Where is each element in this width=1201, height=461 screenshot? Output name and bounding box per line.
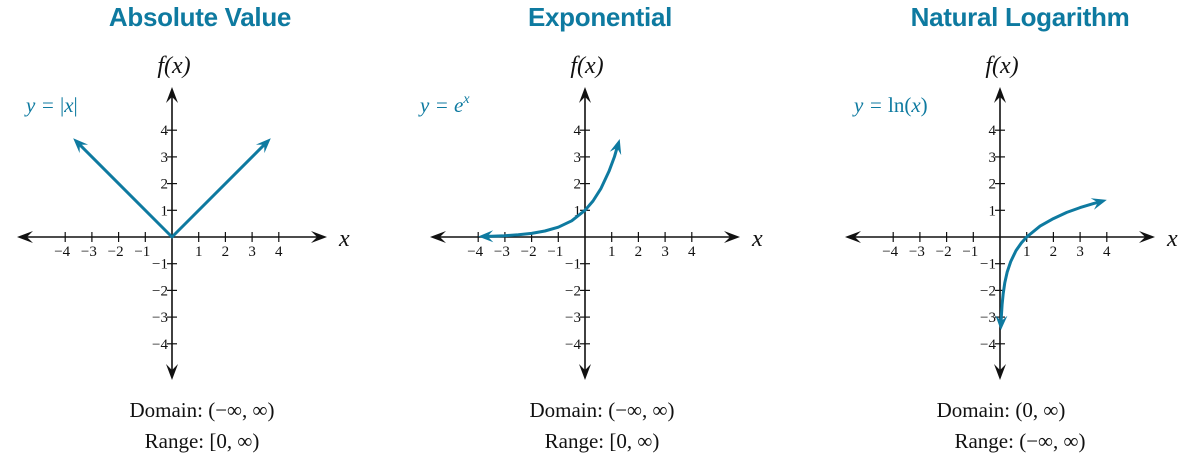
x-axis-arrow-right xyxy=(1139,231,1155,243)
x-axis-arrow-right xyxy=(724,231,740,243)
y-tick-label: 4 xyxy=(161,123,169,139)
chart-plot-natural-logarithm: −4 −3 −2 −1 1 2 3 4 4 3 2 1 −1 −2 −3 −4 x f(x) y = ln(x) xyxy=(845,53,1178,380)
x-tick-label: −4 xyxy=(54,244,70,260)
y-axis-arrow-up xyxy=(579,87,591,103)
y-tick-label: 3 xyxy=(989,150,997,166)
x-tick-label: 3 xyxy=(661,244,669,260)
x-tick-label: 4 xyxy=(275,244,283,260)
y-tick-label: −2 xyxy=(152,283,168,299)
x-tick-label: 3 xyxy=(1076,244,1084,260)
x-tick-label: −4 xyxy=(882,244,898,260)
y-tick-label: −3 xyxy=(152,310,168,326)
y-tick-label: 3 xyxy=(574,150,582,166)
x-tick-label: 2 xyxy=(635,244,643,260)
y-axis-arrow-up xyxy=(994,87,1006,103)
chart-panel-absolute-value: Absolute Value −4 −3 −2 −1 1 2 3 4 4 3 2 1 −1 −2 −3 −4 x… xyxy=(0,0,400,461)
x-tick-label: −3 xyxy=(909,244,925,260)
x-axis-arrow-left xyxy=(17,231,33,243)
x-tick-label: 1 xyxy=(1023,244,1030,260)
x-axis-title: x xyxy=(751,226,763,252)
series-0 xyxy=(73,138,271,239)
y-tick-label: −1 xyxy=(980,257,996,273)
series-arrow-end xyxy=(609,139,622,156)
series-arrow-start xyxy=(478,230,494,243)
x-tick-label: −3 xyxy=(494,244,510,260)
chart-plot-exponential: −4 −3 −2 −1 1 2 3 4 4 3 2 1 −1 −2 −3 −4 x f(x) y = ex xyxy=(418,53,763,380)
series-arrow-start xyxy=(73,138,89,154)
y-axis-title: f(x) xyxy=(570,53,603,79)
x-tick-label: −4 xyxy=(467,244,483,260)
chart-title: Exponential xyxy=(527,2,673,32)
x-tick-label: 4 xyxy=(688,244,696,260)
y-tick-label: 4 xyxy=(574,123,582,139)
chart-panel-exponential: Exponential −4 −3 −2 −1 1 2 3 4 4 3 2 1 −1 −2 −3 −4 x f(x… xyxy=(400,0,800,461)
axes: −4 −3 −2 −1 1 2 3 4 4 3 2 1 −1 −2 −3 −4 xyxy=(845,87,1155,380)
x-axis-title: x xyxy=(338,226,350,252)
y-axis-title: f(x) xyxy=(985,53,1018,79)
x-tick-label: 2 xyxy=(1050,244,1058,260)
series-line xyxy=(999,200,1099,322)
x-tick-label: 1 xyxy=(608,244,616,260)
range-caption: Range: [0, ∞) xyxy=(144,429,260,453)
chart-panel-natural-logarithm: Natural Logarithm −4 −3 −2 −1 1 2 3 4 4 3 2 1 −1 −2 −3… xyxy=(800,0,1200,461)
y-tick-label: 2 xyxy=(161,177,169,193)
function-label: y = ex xyxy=(418,92,470,117)
function-label: y = ln(x) xyxy=(852,93,928,117)
y-tick-label: −4 xyxy=(980,337,996,353)
x-axis-arrow-left xyxy=(845,231,861,243)
y-tick-label: 1 xyxy=(574,203,582,219)
x-axis-arrow-left xyxy=(430,231,446,243)
y-tick-label: 2 xyxy=(989,177,997,193)
x-tick-label: −1 xyxy=(547,244,563,260)
x-tick-label: 1 xyxy=(195,244,203,260)
y-axis-title: f(x) xyxy=(157,53,190,79)
x-tick-label: −1 xyxy=(962,244,978,260)
x-tick-label: −2 xyxy=(108,244,124,260)
y-tick-label: −1 xyxy=(565,257,581,273)
axes: −4 −3 −2 −1 1 2 3 4 4 3 2 1 −1 −2 −3 −4 xyxy=(17,87,327,380)
y-tick-label: 1 xyxy=(161,203,169,219)
x-tick-label: 2 xyxy=(222,244,230,260)
y-tick-label: −2 xyxy=(980,283,996,299)
y-tick-label: −3 xyxy=(980,310,996,326)
y-tick-label: −4 xyxy=(565,337,581,353)
x-tick-label: −3 xyxy=(81,244,97,260)
range-caption: Range: (−∞, ∞) xyxy=(954,429,1086,453)
series-arrow-end xyxy=(255,138,271,154)
series-line xyxy=(487,147,619,238)
chart-title: Natural Logarithm xyxy=(910,2,1130,32)
y-axis-arrow-down xyxy=(166,364,178,380)
y-tick-label: 2 xyxy=(574,177,582,193)
series-0 xyxy=(995,198,1107,331)
x-tick-label: −2 xyxy=(521,244,537,260)
x-tick-label: 3 xyxy=(248,244,256,260)
y-axis-arrow-down xyxy=(579,364,591,380)
y-tick-label: −4 xyxy=(152,337,168,353)
y-tick-label: −1 xyxy=(152,257,168,273)
function-label: y = |x| xyxy=(24,93,78,117)
x-axis-arrow-right xyxy=(311,231,327,243)
series-arrow-end xyxy=(1090,198,1107,210)
x-tick-label: 4 xyxy=(1103,244,1111,260)
y-tick-label: 4 xyxy=(989,123,997,139)
axes: −4 −3 −2 −1 1 2 3 4 4 3 2 1 −1 −2 −3 −4 xyxy=(430,87,740,380)
series-0 xyxy=(478,139,622,243)
y-tick-label: −3 xyxy=(565,310,581,326)
y-axis-arrow-down xyxy=(994,364,1006,380)
y-tick-label: 3 xyxy=(161,150,169,166)
x-tick-label: −1 xyxy=(134,244,150,260)
chart-title: Absolute Value xyxy=(108,2,292,32)
y-tick-label: 1 xyxy=(989,203,997,219)
x-axis-title: x xyxy=(1166,226,1178,252)
domain-caption: Domain: (0, ∞) xyxy=(936,398,1066,422)
y-axis-arrow-up xyxy=(166,87,178,103)
chart-plot-absolute-value: −4 −3 −2 −1 1 2 3 4 4 3 2 1 −1 −2 −3 −4 x f(x) y = |x| xyxy=(17,53,350,380)
domain-caption: Domain: (−∞, ∞) xyxy=(129,398,275,422)
series-line xyxy=(78,143,266,239)
y-tick-label: −2 xyxy=(565,283,581,299)
domain-caption: Domain: (−∞, ∞) xyxy=(529,398,675,422)
range-caption: Range: [0, ∞) xyxy=(544,429,660,453)
x-tick-label: −2 xyxy=(936,244,952,260)
series-arrow-start xyxy=(995,315,1008,331)
